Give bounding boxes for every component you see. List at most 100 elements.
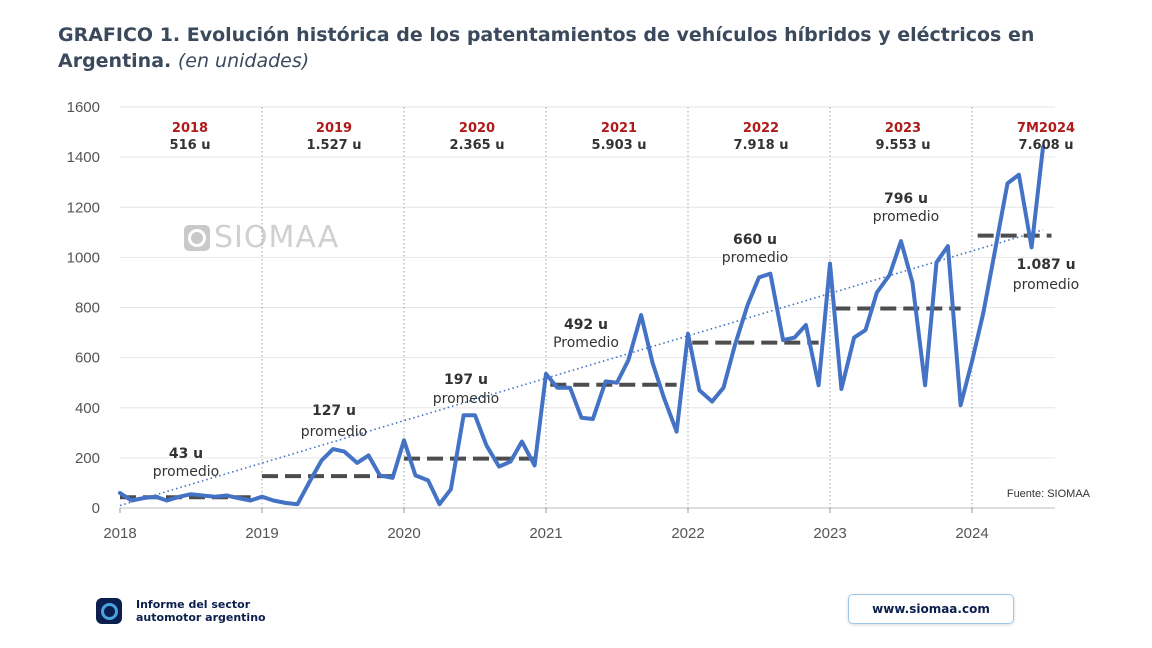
- footer-report: Informe del sector automotor argentino: [96, 598, 266, 624]
- year-header-label: 2019: [316, 121, 352, 136]
- y-tick-label: 1200: [67, 199, 100, 216]
- year-total-units: 7.918 u: [734, 138, 789, 153]
- data-point: [366, 453, 371, 457]
- data-point: [721, 386, 726, 390]
- data-point: [1005, 181, 1010, 186]
- average-caption-label: promedio: [153, 464, 220, 480]
- data-point: [746, 303, 750, 307]
- data-point: [307, 481, 311, 485]
- data-point: [934, 260, 939, 264]
- data-point: [970, 359, 974, 363]
- average-caption-label: promedio: [301, 424, 368, 440]
- data-point: [1041, 145, 1045, 149]
- y-tick-label: 400: [75, 400, 100, 417]
- siomaa-watermark-logo-icon: [184, 224, 210, 251]
- chart-subtitle: (en unidades): [177, 50, 310, 72]
- y-tick-label: 1400: [67, 149, 100, 166]
- data-point: [1030, 245, 1034, 249]
- data-point: [792, 335, 797, 340]
- data-point: [413, 473, 417, 478]
- data-point: [804, 323, 808, 327]
- axis-layer: 0 200 400 600 800 1000 1200 1400 1600 2018 2019 202…: [67, 99, 989, 542]
- data-point: [604, 379, 608, 384]
- series-layer: [118, 145, 1045, 507]
- data-point: [768, 272, 772, 276]
- data-point: [757, 275, 761, 280]
- footer-report-line2: automotor argentino: [136, 611, 266, 624]
- data-point: [236, 496, 240, 500]
- data-point: [946, 244, 950, 248]
- chart-title: GRAFICO 1. Evolución histórica de los pa…: [58, 22, 1118, 74]
- data-point: [213, 495, 217, 499]
- data-point: [910, 280, 914, 285]
- data-point: [899, 239, 903, 243]
- year-header-label: 2023: [885, 121, 921, 136]
- x-tick-label: 2019: [245, 525, 278, 542]
- average-value-label: 127 u: [312, 403, 356, 419]
- y-tick-label: 1600: [67, 99, 100, 116]
- data-point: [675, 429, 679, 434]
- data-point: [697, 388, 701, 392]
- data-point: [923, 383, 927, 387]
- data-point: [484, 443, 488, 447]
- average-value-label: 796 u: [884, 191, 928, 207]
- y-tick-label: 800: [75, 300, 100, 317]
- data-point: [579, 416, 584, 420]
- average-caption-label: promedio: [1013, 277, 1080, 293]
- data-point: [402, 438, 406, 442]
- data-point: [320, 458, 324, 462]
- watermark: SIOMAA: [184, 220, 339, 255]
- data-point: [118, 491, 122, 495]
- data-point: [781, 338, 785, 342]
- year-header-label: 2018: [172, 121, 208, 136]
- data-point: [994, 243, 998, 247]
- siomaa-logo-icon: [96, 598, 122, 624]
- year-total-units: 2.365 u: [450, 138, 505, 153]
- data-point: [591, 417, 595, 421]
- trend-layer: [119, 229, 1044, 507]
- data-point: [153, 495, 158, 499]
- data-point: [189, 492, 193, 496]
- x-tick-label: 2023: [813, 525, 846, 542]
- trend-line: [119, 229, 1044, 507]
- x-tick-label: 2022: [671, 525, 704, 542]
- data-point: [224, 493, 229, 498]
- data-point: [1017, 173, 1021, 177]
- data-point: [200, 493, 204, 498]
- data-point: [662, 396, 666, 400]
- data-point: [544, 372, 548, 376]
- year-header-label: 2022: [743, 121, 779, 136]
- data-point: [462, 413, 466, 417]
- year-total-units: 516 u: [170, 138, 211, 153]
- year-header-label: 2021: [601, 121, 637, 136]
- average-value-label: 1.087 u: [1016, 257, 1075, 273]
- average-value-label: 492 u: [564, 317, 608, 333]
- data-point: [888, 273, 892, 277]
- data-point: [129, 498, 133, 503]
- data-point: [817, 383, 821, 387]
- website-link[interactable]: www.siomaa.com: [848, 594, 1014, 624]
- website-link-text[interactable]: www.siomaa.com: [872, 602, 990, 616]
- data-point: [508, 460, 513, 464]
- x-tick-label: 2021: [529, 525, 562, 542]
- data-point: [839, 387, 843, 391]
- x-tick-label: 2018: [103, 525, 136, 542]
- x-tick-label: 2024: [955, 525, 988, 542]
- data-point: [284, 501, 288, 505]
- y-tick-label: 600: [75, 350, 100, 367]
- data-point: [342, 450, 346, 454]
- data-point: [260, 495, 264, 499]
- chart-title-text: GRAFICO 1. Evolución histórica de los pa…: [58, 24, 1035, 72]
- x-tick-label: 2020: [387, 525, 420, 542]
- data-point: [639, 313, 643, 317]
- year-header-label: 7M2024: [1017, 121, 1075, 136]
- y-tick-label: 1000: [67, 249, 100, 266]
- average-caption-label: Promedio: [553, 335, 619, 351]
- year-header-label: 2020: [459, 121, 495, 136]
- year-total-units: 9.553 u: [876, 138, 931, 153]
- source-note: Fuente: SIOMAA: [1007, 488, 1091, 500]
- data-point: [249, 498, 253, 503]
- data-point: [568, 386, 572, 390]
- watermark-text: SIOMAA: [214, 220, 340, 255]
